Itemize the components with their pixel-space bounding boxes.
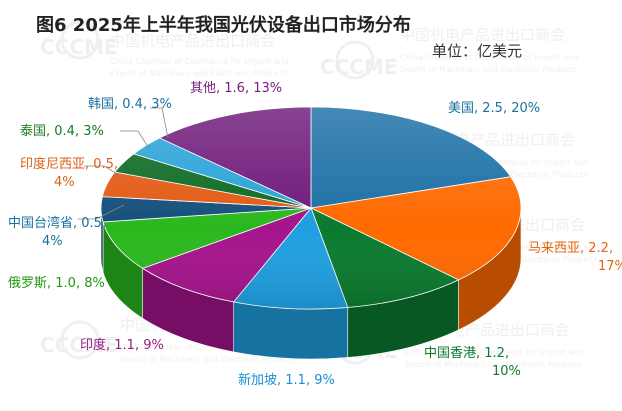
watermark-logo-text: CCCME	[320, 55, 398, 79]
watermark-logo-icon	[60, 20, 100, 60]
slice-7-label: 印度尼西亚, 0.5, 4%	[20, 156, 118, 190]
slice-3-side	[233, 301, 349, 360]
watermark-en-line1: China Chamber of Commerce for Import and	[405, 348, 583, 357]
watermark-en-line1: China Chamber of Commerce for Import and	[410, 158, 588, 167]
slice-3-label: 新加坡, 1.1, 9%	[238, 372, 335, 388]
chart-title: 图6 2025年上半年我国光伏设备出口市场分布	[36, 14, 411, 36]
slice-8-label: 泰国, 0.4, 3%	[20, 124, 104, 139]
pie-sheen	[101, 107, 521, 309]
watermark-en-line1: China Chamber of Commerce for Import and	[400, 53, 578, 62]
watermark-en-line2: Export of Machinery and Electronic Produ…	[120, 355, 297, 364]
slice-6-label: 中国台湾省, 0.5, 4%	[8, 215, 106, 249]
pie-top	[100, 106, 522, 310]
slice-5-label: 俄罗斯, 1.0, 8%	[8, 276, 105, 291]
slice-10-label: 其他, 1.6, 13%	[190, 81, 282, 96]
watermark-en-line2: Export of Machinery and Electronic Produ…	[110, 69, 287, 78]
data-labels: 美国, 2.5, 20% 马来西亚, 2.2,17% 中国香港, 1.2,10% 新加…	[8, 81, 622, 388]
watermark-cn-name: 中国机电产品进出口商会	[400, 26, 565, 44]
slice-7-leader-line	[84, 165, 125, 179]
slice-6-leader-line	[78, 204, 125, 220]
watermark-logo-icon	[335, 40, 375, 80]
watermark-en-line2: Export of Machinery and Electronic Produ…	[405, 360, 582, 369]
slice-4-label: 印度, 1.1, 9%	[80, 337, 164, 353]
slice-8-leader-line	[120, 130, 151, 151]
unit-label: 单位：亿美元	[432, 42, 522, 60]
watermark-logo-icon	[60, 320, 100, 360]
slice-0-label: 美国, 2.5, 20%	[448, 101, 540, 116]
watermark-en-line2: Export of Machinery and Electronic Produ…	[400, 65, 577, 74]
watermark-logo-text: CCCME	[40, 35, 118, 59]
watermark-cn-name: 中国机电产品进出口商会	[110, 32, 275, 50]
pie-sides	[100, 207, 522, 360]
slice-9-leader-line	[150, 107, 169, 139]
watermark-en-line1: China Chamber of Commerce for Import and	[110, 57, 288, 66]
slice-9-label: 韩国, 0.4, 3%	[88, 97, 172, 112]
slice-1-label: 马来西亚, 2.2,17%	[528, 241, 622, 274]
watermark-logo-text: CCCME	[40, 333, 118, 357]
watermark-en-line1: China Chamber of Commerce for Import and	[120, 343, 298, 352]
slice-2-label: 中国香港, 1.2, 10%	[424, 346, 521, 379]
watermark-block-top-right: CCCME 中国机电产品进出口商会 China Chamber of Comme…	[320, 26, 578, 80]
leader-lines	[78, 107, 169, 220]
watermark-block-top-left: CCCME 中国机电产品进出口商会 China Chamber of Comme…	[40, 20, 288, 78]
